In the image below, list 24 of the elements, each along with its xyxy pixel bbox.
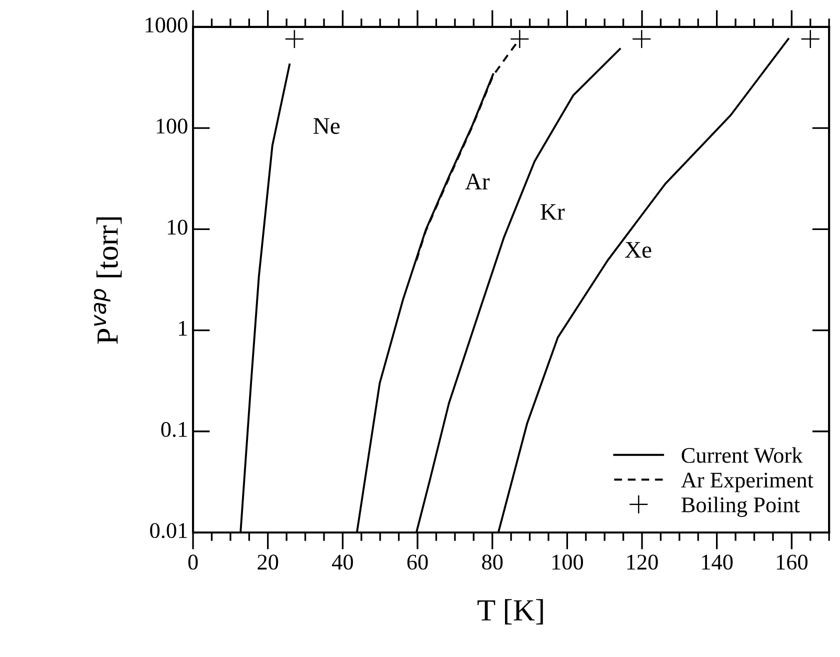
y-tick-label: 1000 [146,18,188,32]
legend-label: Current Work [682,447,803,464]
legend-label: Boiling Point [681,496,800,517]
y-tick-label: 1 [179,320,187,336]
y-tick-label: 0.1 [161,422,187,438]
x-tick-label: 80 [482,554,503,570]
x-tick-label: 60 [407,554,428,570]
y-axis-title: P$^{vap}$ [torr] [94,217,122,344]
annotation: Xe [625,242,652,258]
x-tick-label: 40 [332,554,353,570]
x-tick-label: 20 [258,554,278,570]
annotation: Ne [314,118,340,134]
x-tick-label: 120 [627,554,658,570]
x-axis-title: T [K] [478,599,543,624]
y-tick-label: 0.01 [150,523,187,538]
x-tick-label: 160 [776,554,808,570]
legend-label: Ar Experiment [681,472,814,492]
x-tick-label: 0 [188,554,198,570]
x-tick-label: 100 [552,554,583,570]
annotation: Kr [540,204,565,220]
y-tick-label: 100 [156,118,188,134]
x-tick-label: 140 [702,554,733,570]
annotation: Ar [465,174,490,190]
y-tick-label: 10 [168,220,188,235]
